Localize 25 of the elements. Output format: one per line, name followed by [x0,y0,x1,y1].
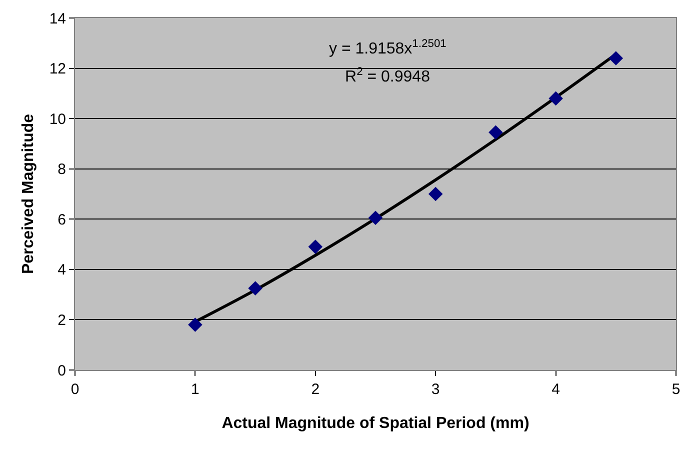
y-tick-label: 6 [58,211,66,228]
y-tick-label: 14 [49,10,66,28]
y-axis-title: Perceived Magnitude [20,114,37,274]
x-axis-title: Actual Magnitude of Spatial Period (mm) [222,415,530,432]
y-tick-label: 12 [49,60,66,78]
y-tick-label: 4 [58,262,66,279]
annotation: y = 1.9158x$^{1.2501}$ [329,38,446,58]
x-tick-label: 5 [672,381,680,398]
point [368,210,383,226]
point [188,318,202,332]
x-tick-label: 3 [431,381,440,398]
y-tick-label: 2 [58,312,66,329]
y-tick-label: 10 [49,110,66,128]
x-tick-label: 4 [552,381,560,398]
point [428,186,443,202]
point [248,281,262,296]
point [488,125,503,140]
point [308,240,323,254]
y-tick-label: 0 [58,362,66,380]
x-tick-label: 1 [191,381,200,398]
y-tick-label: 8 [58,161,66,178]
x-tick-label: 2 [311,381,320,398]
point [608,51,624,66]
x-tick-label: 0 [70,381,80,398]
point [548,91,563,106]
